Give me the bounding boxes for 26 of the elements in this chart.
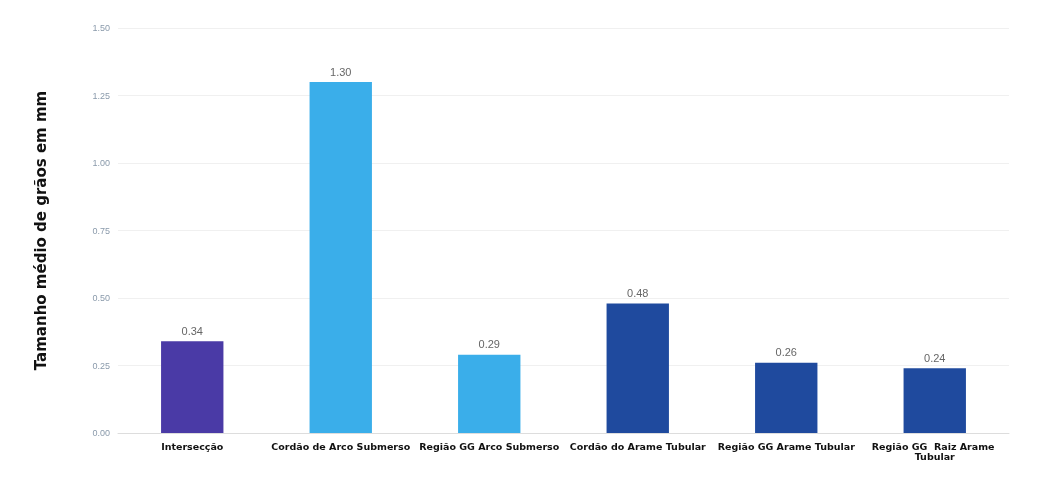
- data-label: 0.34: [181, 324, 203, 337]
- bar: [309, 82, 372, 433]
- bar: [161, 341, 224, 433]
- bar: [755, 362, 818, 433]
- y-tick-label: 0.50: [92, 293, 110, 303]
- x-tick-label: Região GG Raiz Arame Tubular: [871, 440, 998, 462]
- x-tick-label: Região GG Arco Submerso: [419, 440, 560, 452]
- y-tick-label: 1.00: [92, 158, 110, 168]
- x-tick-label: Cordão de Arco Submerso: [271, 440, 411, 452]
- x-tick-label: Região GG Arame Tubular: [717, 440, 856, 452]
- y-tick-label: 1.25: [92, 90, 110, 101]
- bar: [606, 303, 669, 433]
- y-tick-label: 1.50: [92, 23, 110, 33]
- bar: [903, 368, 966, 433]
- data-label: 0.29: [478, 338, 500, 351]
- data-label: 0.24: [924, 351, 946, 364]
- data-label: 0.48: [627, 286, 649, 299]
- x-tick-label: Cordão do Arame Tubular: [569, 440, 707, 452]
- y-tick-label: 0.00: [92, 428, 110, 438]
- y-tick-label: 0.75: [92, 225, 110, 236]
- y-axis-title: Tamanho médio de grãos em mm: [31, 90, 50, 371]
- x-tick-label: Intersecção: [161, 440, 224, 452]
- y-tick-label: 0.25: [92, 360, 110, 371]
- data-label: 0.26: [775, 346, 797, 359]
- data-label: 1.30: [330, 65, 352, 78]
- bar: [458, 354, 521, 433]
